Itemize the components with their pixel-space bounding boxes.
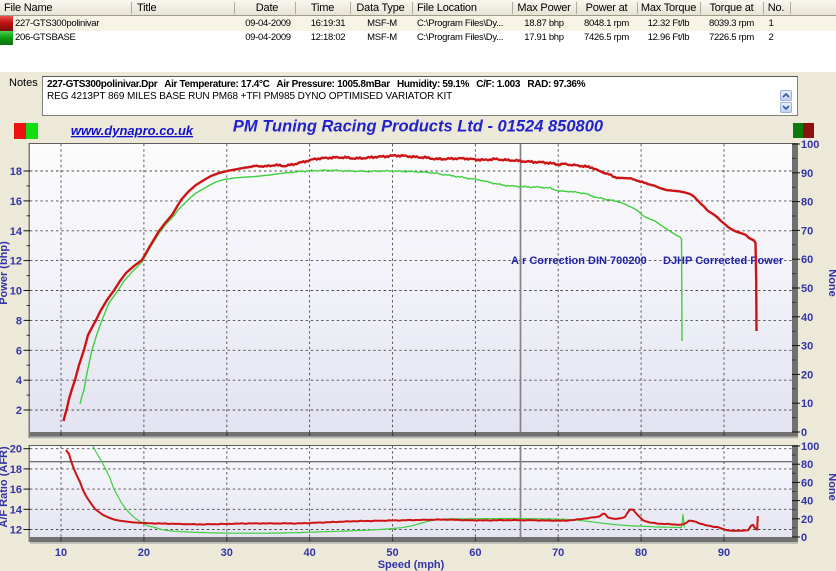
svg-text:14: 14	[10, 226, 23, 238]
svg-text:Power (bhp): Power (bhp)	[0, 241, 10, 305]
svg-text:2: 2	[16, 405, 22, 417]
svg-text:0: 0	[801, 532, 807, 544]
svg-text:30: 30	[221, 547, 233, 559]
svg-text:90: 90	[718, 547, 730, 559]
svg-text:None: None	[826, 269, 836, 297]
svg-text:10: 10	[801, 398, 813, 410]
svg-text:70: 70	[801, 225, 813, 237]
svg-text:PM Tuning Racing Products Ltd: PM Tuning Racing Products Ltd - 01524 85…	[233, 118, 604, 136]
svg-text:40: 40	[303, 547, 315, 559]
svg-text:16: 16	[10, 484, 22, 496]
svg-text:10: 10	[55, 547, 67, 559]
svg-text:18: 18	[10, 166, 22, 178]
svg-text:20: 20	[801, 369, 813, 381]
svg-text:18: 18	[10, 464, 22, 476]
svg-text:80: 80	[801, 197, 813, 209]
svg-text:20: 20	[801, 514, 813, 526]
svg-text:40: 40	[801, 496, 813, 508]
svg-text:60: 60	[801, 477, 813, 489]
svg-text:A/F Ratio (AFR): A/F Ratio (AFR)	[0, 446, 10, 528]
svg-text:60: 60	[801, 254, 813, 266]
svg-text:Air Correction DIN 700200: Air Correction DIN 700200	[511, 255, 647, 267]
svg-text:20: 20	[138, 547, 150, 559]
svg-text:30: 30	[801, 341, 813, 353]
svg-text:Speed (mph): Speed (mph)	[378, 559, 445, 571]
svg-text:14: 14	[10, 504, 23, 516]
svg-text:None: None	[826, 473, 836, 501]
svg-text:0: 0	[801, 427, 807, 439]
svg-text:50: 50	[386, 547, 398, 559]
svg-text:6: 6	[16, 345, 22, 357]
svg-text:100: 100	[801, 139, 819, 151]
svg-text:12: 12	[10, 256, 22, 268]
svg-text:70: 70	[552, 547, 564, 559]
svg-text:DJHP Corrected Power: DJHP Corrected Power	[663, 255, 784, 267]
svg-text:20: 20	[10, 444, 22, 456]
svg-text:16: 16	[10, 196, 22, 208]
svg-text:50: 50	[801, 283, 813, 295]
svg-text:40: 40	[801, 312, 813, 324]
svg-text:100: 100	[801, 441, 819, 453]
svg-text:4: 4	[16, 375, 23, 387]
svg-text:80: 80	[635, 547, 647, 559]
svg-text:www.dynapro.co.uk: www.dynapro.co.uk	[71, 123, 194, 138]
svg-text:60: 60	[469, 547, 481, 559]
svg-text:90: 90	[801, 168, 813, 180]
svg-text:8: 8	[16, 315, 22, 327]
svg-text:80: 80	[801, 459, 813, 471]
svg-text:12: 12	[10, 525, 22, 537]
svg-text:10: 10	[10, 286, 22, 298]
